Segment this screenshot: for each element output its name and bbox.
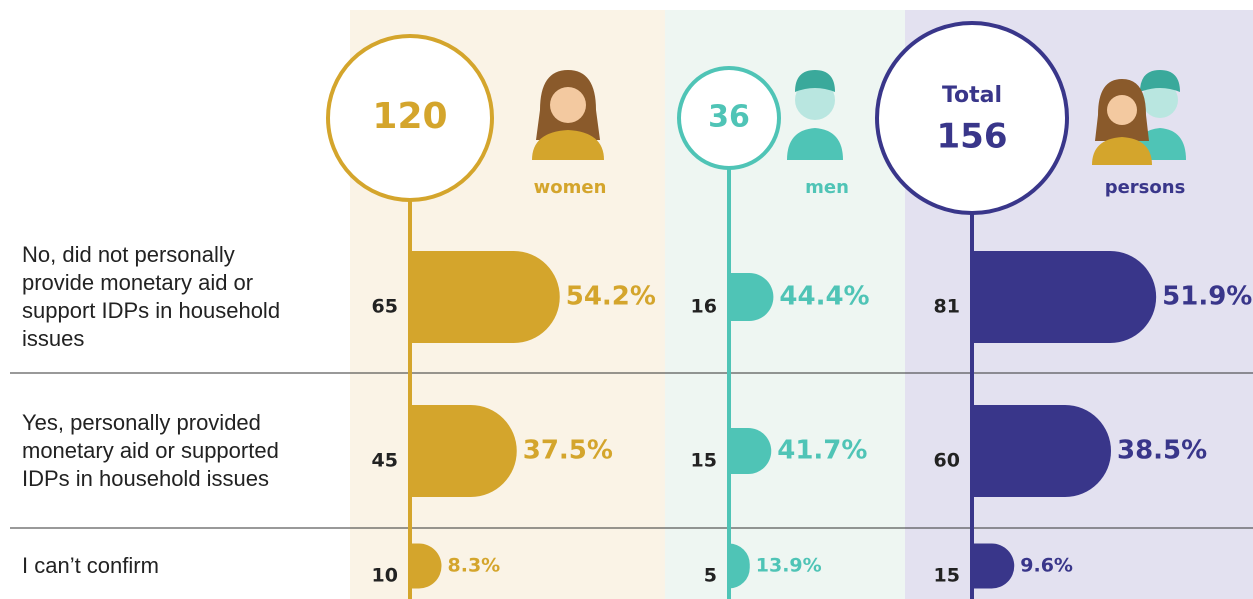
count-label: 45 [372,450,398,472]
bar [972,251,1157,343]
category-label: Yes, personally provided monetary aid or… [22,410,279,491]
share-label: 13.9% [756,555,822,577]
total-circle [326,34,494,202]
men-icon [787,70,843,160]
bar [972,405,1111,497]
share-label: 41.7% [777,436,867,466]
share-label: 38.5% [1117,436,1207,466]
total-value: 36 [708,100,750,135]
category-label: No, did not personally provide monetary … [22,242,281,351]
total-circle [677,66,781,170]
count-label: 5 [704,565,717,587]
count-label: 15 [691,450,717,472]
bar [972,543,1015,589]
share-label: 44.4% [779,282,869,312]
legend-label: women [534,177,607,198]
count-label: 65 [372,296,398,318]
legend-label: men [805,177,849,198]
count-label: 10 [372,565,398,587]
share-label: 54.2% [566,282,656,312]
total-value: 156 [937,117,1008,157]
legend-label: persons [1105,177,1186,198]
count-label: 60 [934,450,960,472]
bar [410,543,442,589]
count-label: 16 [691,296,717,318]
share-label: 51.9% [1162,282,1252,312]
bar [410,405,517,497]
share-label: 8.3% [448,555,501,577]
persons-icon [1092,70,1186,165]
share-label: 37.5% [523,436,613,466]
bar [410,251,560,343]
bar [729,543,750,589]
share-label: 9.6% [1020,555,1073,577]
bar [729,428,772,474]
women-icon [532,70,604,160]
total-circle [875,21,1069,215]
count-label: 15 [934,565,960,587]
category-label: I can’t confirm [22,553,159,578]
count-label: 81 [934,296,960,318]
bar [729,273,774,321]
total-label: Total [942,83,1002,108]
total-value: 120 [372,96,447,137]
